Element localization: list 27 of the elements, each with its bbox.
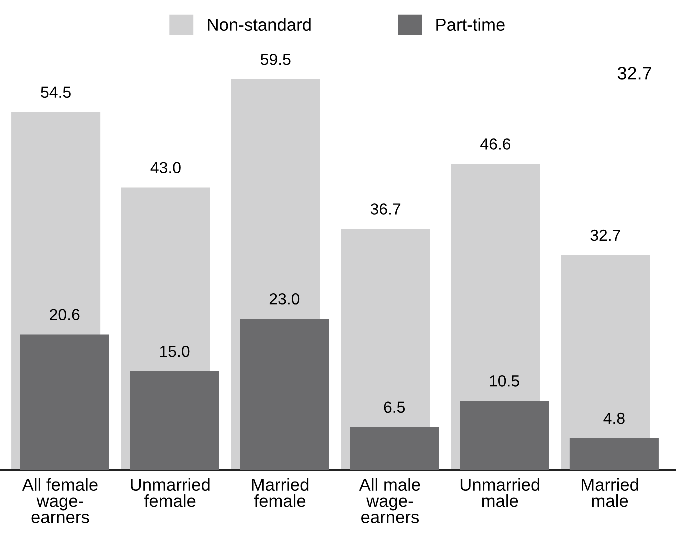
data-label: 15.0 (160, 346, 190, 358)
data-label: 10.5 (490, 376, 520, 387)
legend-label: Non-standard (208, 18, 311, 32)
data-label: 43.0 (150, 162, 181, 174)
data-label: 23.0 (270, 293, 300, 305)
bar (20, 334, 110, 470)
x-tick-label: All female wage- earners (22, 478, 98, 524)
x-tick-label: Unmarried female (131, 478, 210, 508)
bar (130, 372, 220, 470)
x-tick-label: Married male (582, 478, 638, 508)
data-label: 36.7 (370, 204, 401, 215)
bar (460, 401, 550, 470)
x-tick-label: All male wage- earners (359, 478, 420, 524)
data-label: 4.8 (604, 412, 625, 424)
bar (350, 427, 440, 470)
data-label: 6.5 (384, 402, 406, 414)
legend-label: Part-time (436, 18, 505, 32)
annotation: 32.7 (618, 67, 652, 80)
bar (240, 319, 330, 470)
data-label: 46.6 (480, 138, 511, 150)
bar (570, 438, 659, 470)
x-tick-label: Married female (252, 478, 309, 508)
x-tick-label: Unmarried male (460, 478, 540, 508)
data-label: 59.5 (260, 54, 291, 66)
data-label: 20.6 (50, 309, 80, 321)
data-label: 32.7 (590, 230, 620, 242)
data-label: 54.5 (41, 86, 71, 98)
